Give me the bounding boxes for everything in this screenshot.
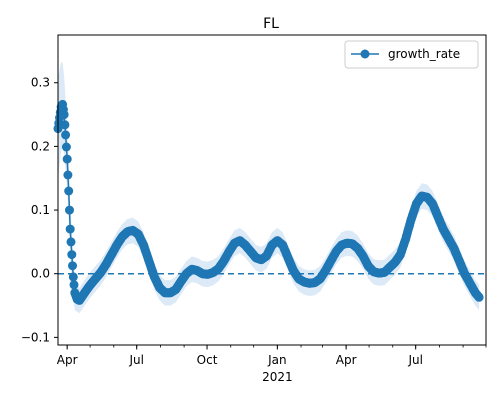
data-point — [474, 292, 484, 302]
uncertainty-band-layer — [58, 62, 480, 314]
x-tick-label: Apr — [57, 353, 78, 367]
data-point — [66, 237, 76, 247]
y-tick-label: −0.1 — [21, 330, 50, 344]
legend-frame — [344, 40, 479, 69]
x-tick-label: Jul — [128, 353, 143, 367]
data-point — [67, 250, 77, 260]
x-tick-label: Jul — [407, 353, 422, 367]
data-point — [59, 110, 69, 120]
chart-title: FL — [263, 16, 279, 32]
data-point — [62, 154, 72, 164]
legend-marker-swatch — [360, 49, 370, 59]
uncertainty-band — [58, 62, 480, 314]
y-tick-label: 0.3 — [31, 76, 50, 90]
series-marker-layer — [53, 99, 484, 305]
data-point — [63, 170, 73, 180]
y-tick-label: 0.2 — [31, 139, 50, 153]
legend: growth_rate — [344, 40, 479, 69]
x-tick-label: Jan — [267, 353, 287, 367]
y-tick-label: 0.0 — [31, 267, 50, 281]
data-point — [69, 280, 79, 290]
x-year-label: 2021 — [262, 370, 293, 384]
data-point — [65, 205, 74, 215]
x-tick-label: Oct — [197, 353, 218, 367]
data-point — [61, 142, 71, 152]
data-point — [61, 130, 71, 140]
y-tick-label: 0.1 — [31, 203, 50, 217]
plot-frame — [57, 34, 487, 346]
legend-entry-label: growth_rate — [388, 47, 460, 61]
data-point — [65, 224, 75, 234]
data-point — [60, 120, 70, 130]
data-point — [68, 261, 77, 271]
axis-layer: −0.1 0.0 0.1 0.2 0.3 Apr Jul Oct Jan Apr Jul 2021 — [21, 34, 487, 384]
data-point — [68, 272, 78, 282]
x-tick-label: Apr — [336, 353, 357, 367]
data-point — [64, 186, 74, 196]
